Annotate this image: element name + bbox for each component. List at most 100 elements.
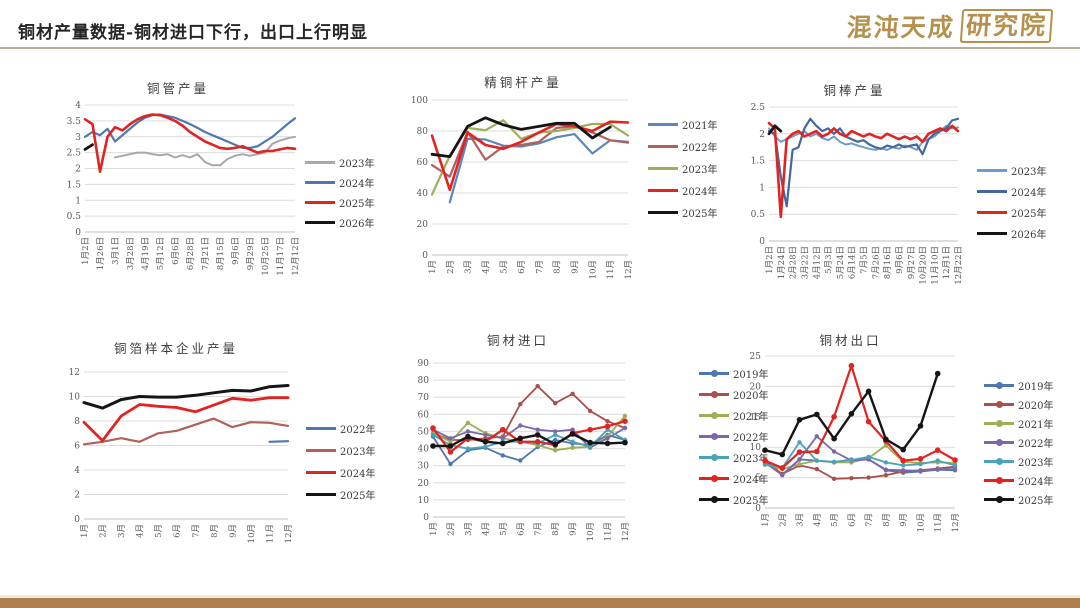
svg-text:1月: 1月 [428, 260, 438, 274]
legend-line-swatch [699, 432, 729, 440]
svg-text:0: 0 [759, 237, 765, 247]
svg-text:11月: 11月 [266, 524, 276, 543]
chart-plot: 0 2 4 6 8 10 12 1月 2月 3月 4月 5月 6月 7月 8月 9月 10月 11月 12月 [69, 368, 294, 543]
footer-bar [0, 595, 1080, 608]
legend-item: 2023年 [699, 451, 769, 465]
legend-label: 2023年 [340, 446, 376, 458]
svg-text:2月: 2月 [446, 260, 456, 274]
legend-line-swatch [977, 210, 1007, 214]
legend-item: 2022年 [984, 436, 1054, 450]
legend-item: 2019年 [699, 367, 768, 381]
svg-text:5月: 5月 [499, 522, 509, 536]
legend-label: 2022年 [1018, 438, 1054, 450]
chart-plot: 0 5 10 15 20 25 1月 2月 3月 4月 5月 6月 7月 8月 9月 10月 11月 12月 [750, 352, 961, 532]
legend-label: 2024年 [733, 474, 769, 486]
legend-line-swatch [648, 188, 678, 192]
legend-label: 2026年 [1011, 229, 1047, 241]
legend-item: 2020年 [984, 398, 1053, 412]
svg-text:12月12日: 12月12日 [291, 237, 301, 276]
chart-title: 铜箔样本企业产量 [113, 341, 238, 356]
svg-text:15: 15 [750, 413, 762, 423]
svg-text:10月: 10月 [588, 260, 598, 279]
legend-label: 2026年 [339, 218, 375, 230]
legend-line-swatch [699, 495, 729, 503]
legend-item: 2019年 [984, 379, 1054, 393]
svg-text:2月: 2月 [778, 513, 788, 527]
legend-item: 2024年 [977, 185, 1046, 199]
svg-text:0.5: 0.5 [67, 212, 82, 222]
svg-text:11月: 11月 [934, 513, 944, 532]
svg-text:20: 20 [750, 382, 762, 392]
chart-title: 铜管产量 [146, 81, 209, 96]
legend-marker-dot [711, 432, 718, 440]
svg-text:1月2日: 1月2日 [765, 246, 775, 274]
legend-label: 2024年 [682, 186, 718, 198]
svg-text:4月19日: 4月19日 [141, 237, 151, 270]
svg-text:100: 100 [411, 96, 428, 106]
svg-text:4月: 4月 [813, 513, 823, 527]
slide-header: 铜材产量数据-铜材进口下行，出口上行明显 混沌天成 研究院 [0, 0, 1080, 47]
legend-label: 2021年 [682, 120, 718, 132]
svg-text:2月28日: 2月28日 [789, 246, 799, 279]
svg-text:4月: 4月 [482, 260, 492, 274]
chart-copper-imports: 铜材进口 0 10 20 30 40 50 60 70 80 90 1月 2月 3月 4月 5月 6月 7月 8月… [405, 330, 769, 564]
legend-line-swatch [699, 390, 729, 398]
svg-text:7月: 7月 [191, 524, 201, 538]
chart-title: 铜材出口 [819, 333, 882, 348]
chart-copper-tube-output: 铜管产量 0 0.5 1 1.5 2 2.5 3 3.5 4 1月2日 1月26日 3月1日 3月28日… [55, 78, 375, 294]
legend-item: 2024年 [306, 466, 376, 480]
svg-text:4: 4 [75, 101, 81, 111]
legend-label: 2023年 [733, 453, 769, 465]
legend-line-swatch [648, 166, 678, 170]
legend-line-swatch [305, 180, 335, 184]
legend-item: 2021年 [699, 409, 768, 423]
svg-text:5: 5 [755, 474, 761, 484]
svg-text:8月: 8月 [210, 524, 220, 538]
svg-text:3月: 3月 [117, 524, 127, 538]
svg-text:0: 0 [74, 515, 80, 525]
svg-text:1: 1 [759, 183, 765, 193]
legend-line-swatch [977, 168, 1007, 172]
svg-text:40: 40 [418, 445, 430, 455]
svg-text:6月: 6月 [516, 522, 526, 536]
svg-text:8月16日: 8月16日 [883, 246, 893, 279]
legend-label: 2023年 [682, 164, 718, 176]
svg-text:30: 30 [418, 462, 430, 472]
legend-item: 2025年 [977, 206, 1046, 220]
svg-text:12月: 12月 [624, 260, 634, 279]
svg-text:90: 90 [418, 359, 430, 369]
chart-plot: 0 0.5 1 1.5 2 2.5 3 3.5 4 1月2日 1月26日 3月1日 3月28日 4月19日… [67, 101, 301, 276]
legend-line-swatch [984, 495, 1014, 503]
chart-copper-bar-output: 铜棒产量 0 0.5 1 1.5 2 2.5 1月2日 1月24日 2月28日 3月22日 4月12… [745, 80, 1080, 303]
legend-line-swatch [305, 160, 335, 164]
svg-text:0: 0 [755, 504, 761, 514]
svg-text:50: 50 [418, 427, 430, 437]
svg-text:4: 4 [74, 466, 80, 476]
svg-text:20: 20 [418, 479, 430, 489]
svg-text:9月: 9月 [899, 513, 909, 527]
legend-item: 2026年 [977, 227, 1047, 241]
svg-text:3月28日: 3月28日 [126, 237, 136, 270]
svg-text:6: 6 [74, 442, 80, 452]
chart-plot: 0 0.5 1 1.5 2 2.5 1月2日 1月24日 2月28日 3月22日 4月12日 5月3日… [751, 103, 964, 285]
svg-text:4月: 4月 [136, 524, 146, 538]
legend-label: 2019年 [1018, 381, 1054, 393]
svg-text:3月: 3月 [464, 260, 474, 274]
legend-line-swatch [306, 492, 336, 496]
svg-text:9月6日: 9月6日 [231, 237, 241, 265]
chart-plot: 0 10 20 30 40 50 60 70 80 90 1月 2月 3月 4月 5月 6月 7月 8月 9月 10月… [418, 359, 631, 541]
legend-label: 2024年 [340, 468, 376, 480]
svg-text:1.5: 1.5 [751, 157, 766, 167]
svg-text:6月: 6月 [173, 524, 183, 538]
chart-legend: 2022年 2023年 2024年 2025年 [306, 422, 376, 502]
svg-text:0: 0 [75, 228, 81, 238]
svg-text:1月: 1月 [429, 522, 439, 536]
svg-text:0: 0 [422, 251, 428, 261]
svg-text:2.5: 2.5 [751, 103, 766, 113]
chart-legend: 2019年 2020年 2021年 2022年 2023年 2024年 2025年 [699, 367, 769, 507]
svg-text:8月: 8月 [553, 260, 563, 274]
chart-legend: 2021年 2022年 2023年 2024年 2025年 [648, 118, 718, 220]
legend-line-swatch [648, 210, 678, 214]
legend-line-swatch [648, 144, 678, 148]
chart-legend: 2023年 2024年 2025年 2026年 [977, 164, 1047, 241]
